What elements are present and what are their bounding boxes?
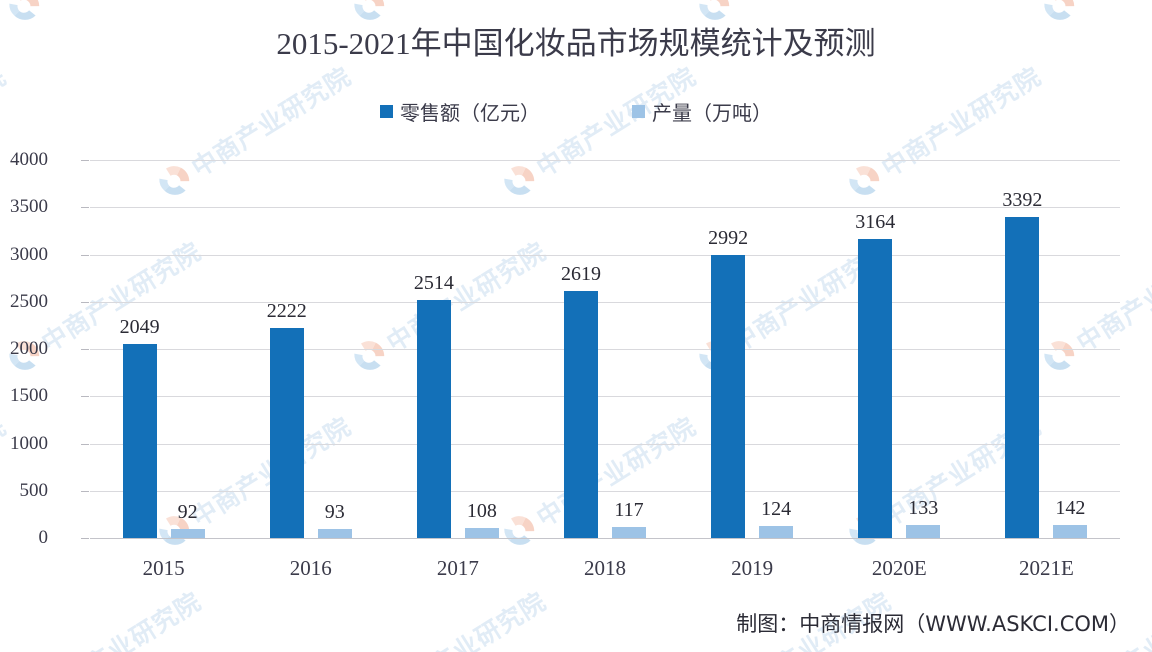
gridline (90, 301, 1120, 303)
bar-value-label: 133 (908, 497, 939, 520)
watermark-text: 中商产业研究院 (34, 0, 207, 9)
y-axis-tick-mark (81, 538, 89, 539)
watermark-text: 中商产业研究院 (1069, 0, 1152, 9)
gridline (90, 490, 1120, 492)
bar-retail-2015[interactable] (122, 344, 157, 538)
bar-output-2019[interactable] (759, 526, 794, 538)
y-axis-tick-mark (81, 301, 89, 303)
bar-output-2015[interactable] (170, 529, 205, 538)
y-axis-tick-label: 1500 (10, 385, 48, 407)
y-axis-tick-label: 0 (38, 527, 49, 548)
x-axis-tick-label: 2021E (1019, 556, 1074, 580)
page-title: 2015-2021年中国化妆品市场规模统计及预测 (276, 26, 876, 61)
y-axis-tick-mark (81, 396, 89, 398)
y-axis-tick-mark (81, 349, 89, 350)
x-axis-tick-label: 2019 (731, 556, 774, 580)
bar-value-label: 142 (1055, 496, 1086, 519)
bar-value-label: 2992 (708, 227, 749, 250)
bar-output-2020E[interactable] (906, 525, 941, 538)
x-axis-tick-label: 2015 (142, 556, 185, 580)
legend-swatch-icon (380, 105, 393, 118)
y-axis-tick-label: 2500 (10, 290, 48, 312)
watermark-text: 中商产业研究院 (36, 586, 207, 652)
watermark-text: 中商产业研究院 (0, 411, 12, 533)
bar-output-2016[interactable] (317, 529, 352, 538)
bar-value-label: 3164 (855, 211, 896, 233)
x-axis-tick-label: 2018 (584, 556, 626, 580)
bar-value-label: 3392 (1002, 189, 1043, 212)
y-axis-tick-label: 4000 (10, 149, 48, 170)
bar-retail-2017[interactable] (416, 300, 451, 538)
watermark-tile: 中商产业研究院 (345, 582, 552, 652)
legend-item-label: 零售额（亿元） (400, 101, 540, 125)
plot-area: 0 500 1000 1500 2000 2500 3000 3500 4000 2049 92 20… (10, 149, 1120, 580)
bar-value-label: 2222 (266, 300, 307, 323)
watermark-text: 中商产业研究院 (381, 586, 552, 652)
bar-value-label: 2619 (561, 262, 601, 285)
x-axis-tick-label: 2020E (871, 556, 927, 580)
y-axis-tick-mark (81, 443, 89, 445)
y-axis-tick-mark (81, 160, 89, 161)
x-axis-tick-label: 2016 (289, 556, 332, 580)
gridline (90, 207, 1120, 209)
y-axis-tick-label: 3500 (10, 196, 48, 218)
y-axis-tick-label: 3000 (10, 243, 48, 265)
gridline (90, 160, 1120, 161)
x-axis-tick-label: 2017 (436, 556, 479, 580)
y-axis-tick-mark (81, 207, 89, 209)
y-axis-tick-mark (81, 254, 89, 256)
y-axis-tick-mark (81, 490, 89, 492)
watermark-text: 中商产业研究院 (379, 0, 552, 9)
bar-value-label: 124 (761, 498, 792, 521)
gridline (90, 349, 1120, 350)
chart-legend: 零售额（亿元） 产量（万吨） (0, 97, 1152, 126)
gridline (90, 538, 1120, 539)
y-axis-tick-label: 1000 (10, 432, 48, 454)
legend-item-0[interactable]: 零售额（亿元） (380, 97, 540, 126)
bar-retail-2020E[interactable] (858, 239, 893, 538)
watermark-tile: 中商产业研究院 (0, 582, 207, 652)
bar-value-label: 108 (466, 499, 497, 522)
bar-retail-2018[interactable] (564, 290, 598, 538)
bar-value-label: 2049 (119, 316, 160, 339)
y-axis-tick-label: 2000 (10, 338, 48, 359)
gridline (90, 254, 1120, 256)
legend-item-1[interactable]: 产量（万吨） (632, 97, 772, 126)
bar-retail-2021E[interactable] (1005, 217, 1040, 538)
bar-output-2018[interactable] (612, 526, 646, 538)
bar-value-label: 92 (177, 501, 198, 524)
gridline (90, 396, 1120, 398)
bar-output-2021E[interactable] (1053, 524, 1088, 538)
legend-item-label: 产量（万吨） (652, 101, 772, 125)
watermark-tile: 中商产业研究院 (0, 57, 12, 205)
y-axis-tick-label: 500 (19, 479, 49, 501)
legend-swatch-icon (632, 105, 645, 118)
bar-value-label: 93 (324, 501, 345, 524)
footer-credit: 制图：中商情报网（WWW.ASKCI.COM） (736, 612, 1130, 636)
gridline (90, 443, 1120, 445)
bar-retail-2019[interactable] (711, 255, 746, 538)
watermark-text: 中商产业研究院 (724, 0, 897, 9)
bar-output-2017[interactable] (464, 527, 499, 538)
bar-retail-2016[interactable] (269, 328, 304, 538)
bar-value-label: 2514 (413, 272, 454, 295)
bar-value-label: 117 (614, 498, 644, 521)
